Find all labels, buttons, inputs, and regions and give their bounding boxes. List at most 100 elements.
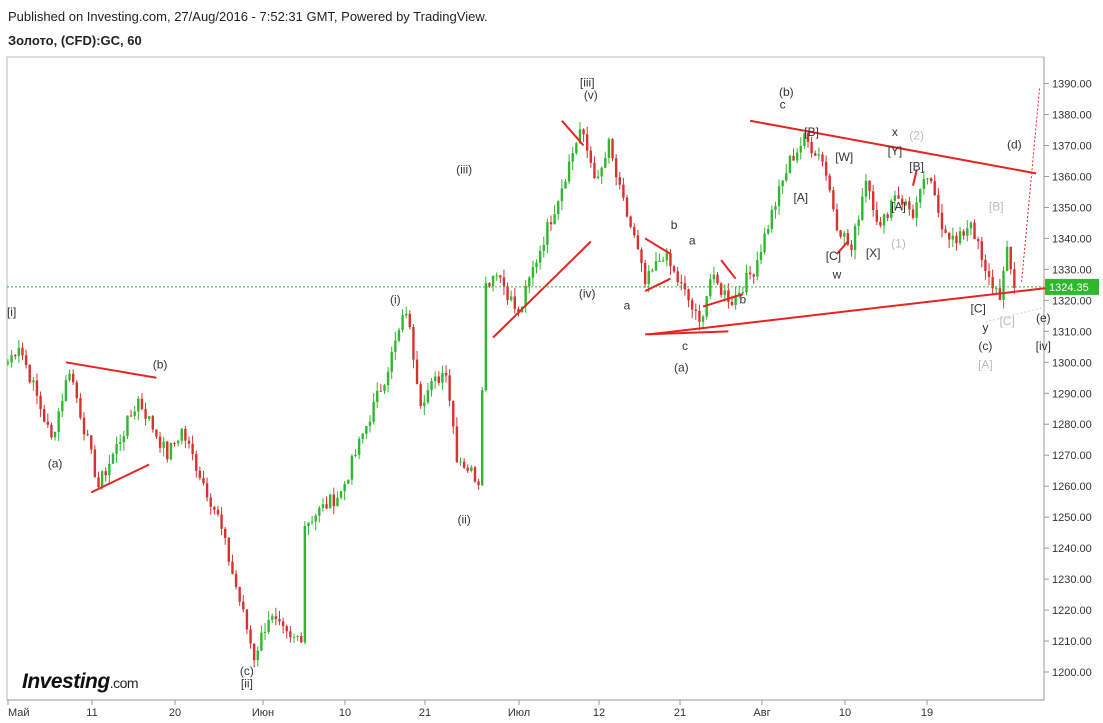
- candle-body: [549, 222, 553, 225]
- price-tick-label: 1220.00: [1052, 605, 1092, 617]
- candle-body: [43, 409, 46, 422]
- candle-body: [546, 222, 549, 245]
- candle-body: [459, 461, 462, 463]
- candle-body: [169, 443, 173, 460]
- candle-body: [611, 139, 614, 159]
- logo-brand: Investing: [22, 670, 110, 693]
- price-tick-label: 1270.00: [1052, 450, 1092, 462]
- wave-label: (ii): [457, 512, 470, 526]
- logo-suffix: .com: [109, 675, 139, 691]
- wave-label: (b): [779, 85, 794, 99]
- candle-body: [75, 382, 78, 399]
- candle-body: [394, 340, 397, 352]
- candle-body: [477, 481, 480, 486]
- candle-body: [535, 262, 538, 268]
- candle-body: [339, 491, 343, 498]
- candle-body: [202, 478, 205, 484]
- candle-body: [716, 274, 719, 284]
- candle-body: [405, 313, 408, 316]
- wave-label: c: [780, 97, 786, 111]
- wave-label: (c): [240, 664, 254, 678]
- candle-body: [958, 231, 962, 244]
- wave-label: (i): [390, 292, 401, 306]
- candle-body: [115, 444, 118, 454]
- candle-body: [629, 216, 632, 227]
- candle-body: [415, 359, 419, 385]
- candle-body: [274, 616, 278, 619]
- candle-body: [14, 355, 17, 357]
- wave-label: [C]: [970, 302, 985, 316]
- candle-body: [252, 643, 256, 661]
- time-tick-label: Июл: [508, 707, 530, 719]
- candle-body: [654, 261, 658, 271]
- candle-body: [303, 526, 307, 643]
- candle-body: [462, 461, 466, 468]
- candle-body: [108, 463, 111, 476]
- candle-body: [17, 347, 21, 356]
- candle-body: [669, 253, 672, 267]
- candle-body: [897, 195, 900, 199]
- candle-body: [828, 175, 831, 191]
- candle-body: [846, 233, 850, 245]
- candle-body: [785, 173, 788, 181]
- candle-body: [900, 198, 904, 205]
- candle-body: [748, 272, 752, 275]
- candle-body: [310, 521, 314, 523]
- candle-body: [379, 390, 383, 392]
- candle-body: [437, 376, 440, 383]
- trendline: [561, 120, 585, 147]
- candle-body: [86, 434, 89, 436]
- price-tick-label: 1260.00: [1052, 481, 1092, 493]
- candle-body: [915, 202, 918, 218]
- time-tick-label: Авг: [753, 707, 770, 719]
- candle-body: [658, 261, 661, 263]
- candle-body: [133, 411, 136, 417]
- candle-body: [777, 186, 781, 207]
- candle-body: [567, 161, 571, 182]
- candle-body: [636, 235, 640, 250]
- candle-body: [466, 467, 469, 471]
- candle-body: [763, 233, 766, 252]
- candle-body: [267, 619, 270, 633]
- wave-label: [A]: [978, 357, 993, 371]
- candle-body: [271, 616, 274, 620]
- candle-body: [752, 274, 755, 277]
- trendline: [749, 119, 1037, 175]
- wave-label: x: [892, 125, 898, 139]
- candle-body: [506, 286, 509, 301]
- candle-body: [984, 259, 987, 272]
- candle-body: [281, 621, 285, 627]
- candle-body: [151, 416, 154, 430]
- candle-body: [672, 266, 676, 272]
- candle-body: [122, 436, 126, 443]
- candle-body: [234, 573, 238, 587]
- price-tick-label: 1360.00: [1052, 171, 1092, 183]
- wave-label: [ii]: [241, 676, 253, 690]
- candle-body: [162, 441, 165, 448]
- candle-body: [173, 443, 176, 445]
- price-tick-label: 1280.00: [1052, 419, 1092, 431]
- candle-body: [39, 395, 42, 410]
- candle-body: [1009, 246, 1012, 270]
- wave-label: (1): [891, 237, 906, 251]
- candle-body: [82, 417, 86, 435]
- wave-label: c: [682, 339, 688, 353]
- candle-body: [430, 381, 433, 391]
- candle-body: [578, 129, 582, 143]
- candle-body: [470, 467, 473, 471]
- price-tick-label: 1230.00: [1052, 574, 1092, 586]
- trendline: [836, 240, 849, 255]
- candle-body: [835, 209, 839, 231]
- trendline-group: [65, 86, 1048, 494]
- candle-body: [488, 282, 491, 287]
- candle-body: [426, 390, 430, 403]
- candle-body: [499, 275, 502, 278]
- candle-body: [444, 373, 448, 376]
- published-caption: Published on Investing.com, 27/Aug/2016 …: [8, 9, 488, 24]
- trendline: [644, 277, 671, 292]
- candle-body: [618, 177, 621, 185]
- candle-body: [966, 228, 969, 236]
- candle-body: [260, 632, 263, 651]
- candle-body: [719, 283, 723, 295]
